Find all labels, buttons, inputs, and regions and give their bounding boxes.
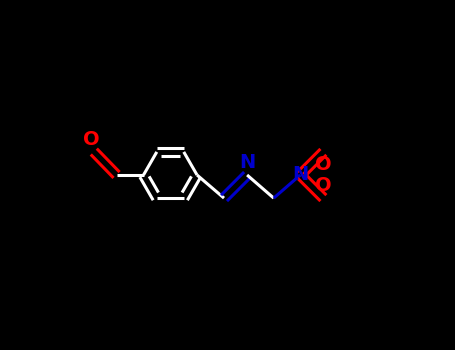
Text: N: N bbox=[239, 153, 255, 172]
Text: O: O bbox=[315, 176, 332, 195]
Text: N: N bbox=[292, 166, 308, 184]
Text: O: O bbox=[315, 155, 332, 174]
Text: O: O bbox=[83, 130, 99, 149]
